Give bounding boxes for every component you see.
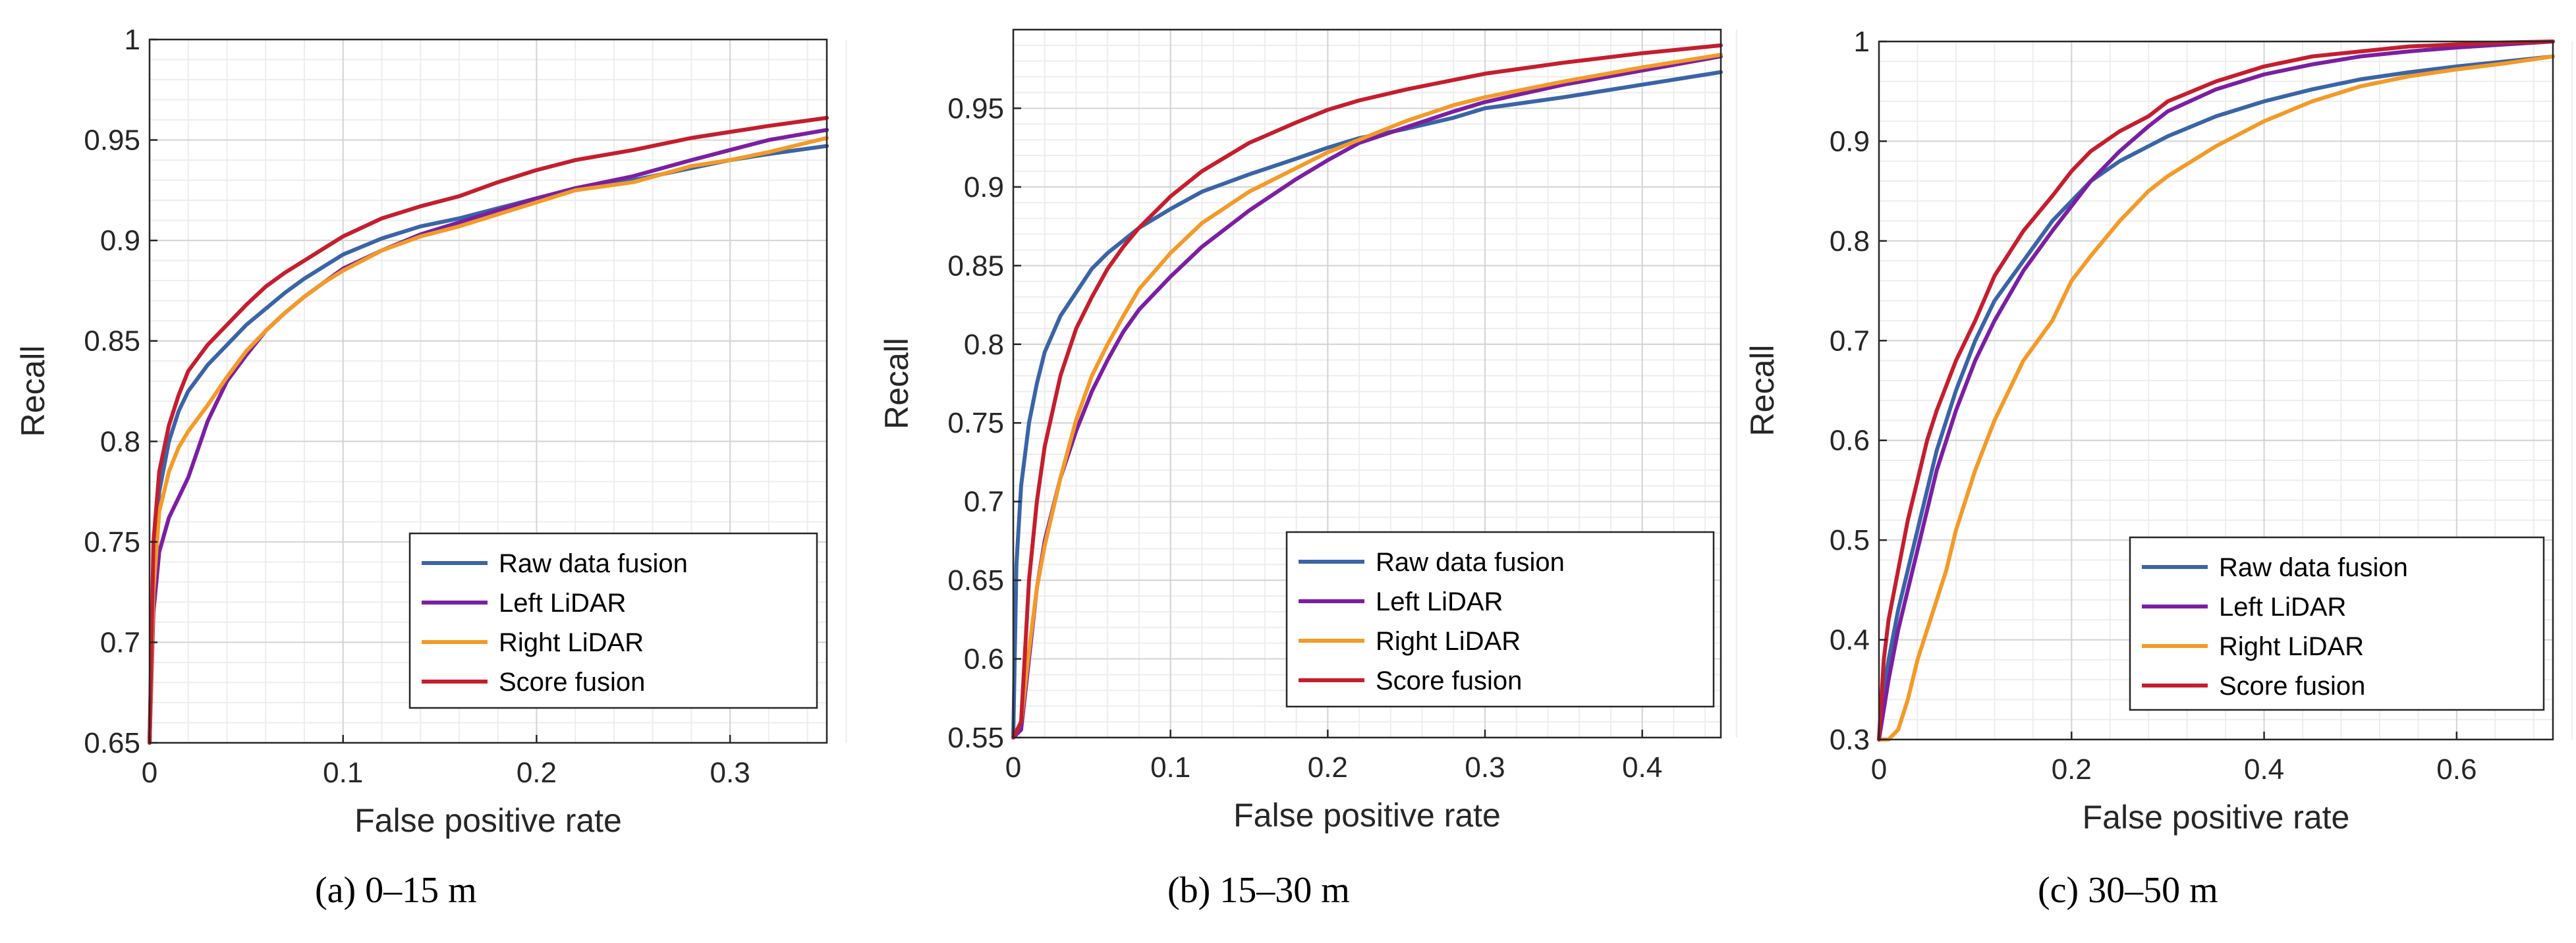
legend: Raw data fusion Left LiDAR Right LiDAR Scor…: [408, 532, 818, 709]
y-tick-label: 0.9: [964, 171, 1004, 203]
legend-label: Raw data fusion: [499, 549, 688, 578]
legend-label: Score fusion: [1376, 666, 1522, 695]
y-tick-label: 0.85: [84, 325, 140, 358]
y-tick-label: 0.9: [1830, 125, 1870, 157]
legend: Raw data fusion Left LiDAR Right LiDAR Scor…: [2129, 536, 2545, 711]
x-tick-label: 0.2: [2052, 753, 2092, 786]
x-tick-label: 0.4: [2244, 753, 2284, 786]
series-line-right-lidar: [1011, 53, 1723, 740]
axes-frame: [1012, 28, 1722, 739]
y-tick-label: 0.8: [1830, 225, 1870, 257]
series-line-raw-data-fusion: [1877, 54, 2555, 741]
y-tick-label: 0.8: [964, 329, 1004, 361]
y-tick-label: 0.55: [947, 722, 1004, 754]
x-axis-label: False positive rate: [2083, 799, 2350, 836]
x-tick-label: 0.2: [517, 757, 557, 789]
y-tick-label: 0.5: [1830, 524, 1870, 556]
x-tick-label: 0.2: [1308, 751, 1348, 784]
x-tick-label: 0.3: [1465, 751, 1505, 784]
x-axis-label: False positive rate: [1233, 797, 1501, 834]
x-tick-label: 0: [142, 757, 157, 789]
y-tick-label: 0.95: [84, 124, 140, 157]
series-line-left-lidar: [1877, 40, 2555, 741]
x-tick-label: 0.1: [323, 757, 363, 789]
y-tick-label: 0.65: [84, 727, 140, 759]
series-line-score-fusion: [148, 116, 829, 745]
subfigure-caption: (b) 15–30 m: [1167, 870, 1350, 911]
legend-label: Raw data fusion: [2219, 553, 2408, 582]
series-line-right-lidar: [1877, 54, 2555, 741]
x-axis-label: False positive rate: [354, 802, 622, 839]
x-tick-label: 0: [1871, 753, 1887, 786]
series-line-right-lidar: [148, 136, 829, 745]
legend-label: Left LiDAR: [2219, 593, 2346, 622]
y-tick-label: 1: [125, 24, 140, 56]
y-axis-label: Recall: [878, 338, 915, 429]
axes-frame: [148, 38, 828, 744]
chart-panel-1: 0 0.1 0.2 0.3 0.4 0.55 0.6 0.65 0.7 0.75 0.8 0.85 0.…: [878, 28, 1737, 911]
chart-panel-0: 0 0.1 0.2 0.3 0.65 0.7 0.75 0.8 0.85 0.9 0.95 1 Fals…: [14, 24, 847, 911]
y-axis-label: Recall: [1744, 345, 1781, 437]
y-tick-label: 0.3: [1830, 724, 1870, 756]
y-tick-label: 0.65: [947, 564, 1004, 597]
y-tick-label: 0.4: [1830, 624, 1870, 657]
y-tick-label: 0.75: [84, 526, 140, 558]
legend-label: Score fusion: [2219, 672, 2365, 701]
y-tick-label: 0.6: [1830, 425, 1870, 457]
legend-label: Right LiDAR: [1376, 627, 1521, 656]
y-tick-label: 0.75: [947, 407, 1004, 439]
subfigure-caption: (c) 30–50 m: [2038, 870, 2218, 911]
x-tick-label: 0.3: [710, 757, 750, 789]
y-tick-label: 0.95: [947, 92, 1004, 124]
x-tick-label: 0.6: [2436, 753, 2477, 786]
y-tick-label: 1: [1854, 26, 1870, 58]
y-tick-label: 0.6: [964, 643, 1004, 676]
series-line-score-fusion: [1877, 40, 2555, 741]
subfigure-caption: (a) 0–15 m: [315, 870, 477, 911]
legend-label: Left LiDAR: [1376, 587, 1503, 616]
y-tick-label: 0.85: [947, 250, 1004, 282]
x-tick-label: 0: [1005, 751, 1021, 784]
x-tick-label: 0.4: [1622, 751, 1662, 784]
legend-label: Right LiDAR: [2219, 632, 2364, 661]
y-axis-label: Recall: [14, 346, 51, 437]
x-tick-label: 0.1: [1150, 751, 1190, 784]
y-tick-label: 0.7: [1830, 325, 1870, 357]
y-tick-label: 0.7: [964, 486, 1004, 518]
chart-panel-2: 0 0.2 0.4 0.6 0.3 0.4 0.5 0.6 0.7 0.8 0.9 1 False po…: [1744, 26, 2573, 911]
legend: Raw data fusion Left LiDAR Right LiDAR Scor…: [1285, 531, 1715, 708]
legend-label: Right LiDAR: [499, 628, 644, 657]
y-tick-label: 0.7: [100, 626, 140, 659]
series-line-score-fusion: [1011, 43, 1723, 740]
y-tick-label: 0.9: [100, 225, 140, 257]
legend-label: Raw data fusion: [1376, 548, 1565, 577]
y-tick-label: 0.8: [100, 425, 140, 458]
axes-frame: [1878, 40, 2554, 741]
legend-label: Score fusion: [499, 668, 645, 697]
legend-label: Left LiDAR: [499, 589, 626, 618]
series-line-raw-data-fusion: [1011, 70, 1723, 740]
